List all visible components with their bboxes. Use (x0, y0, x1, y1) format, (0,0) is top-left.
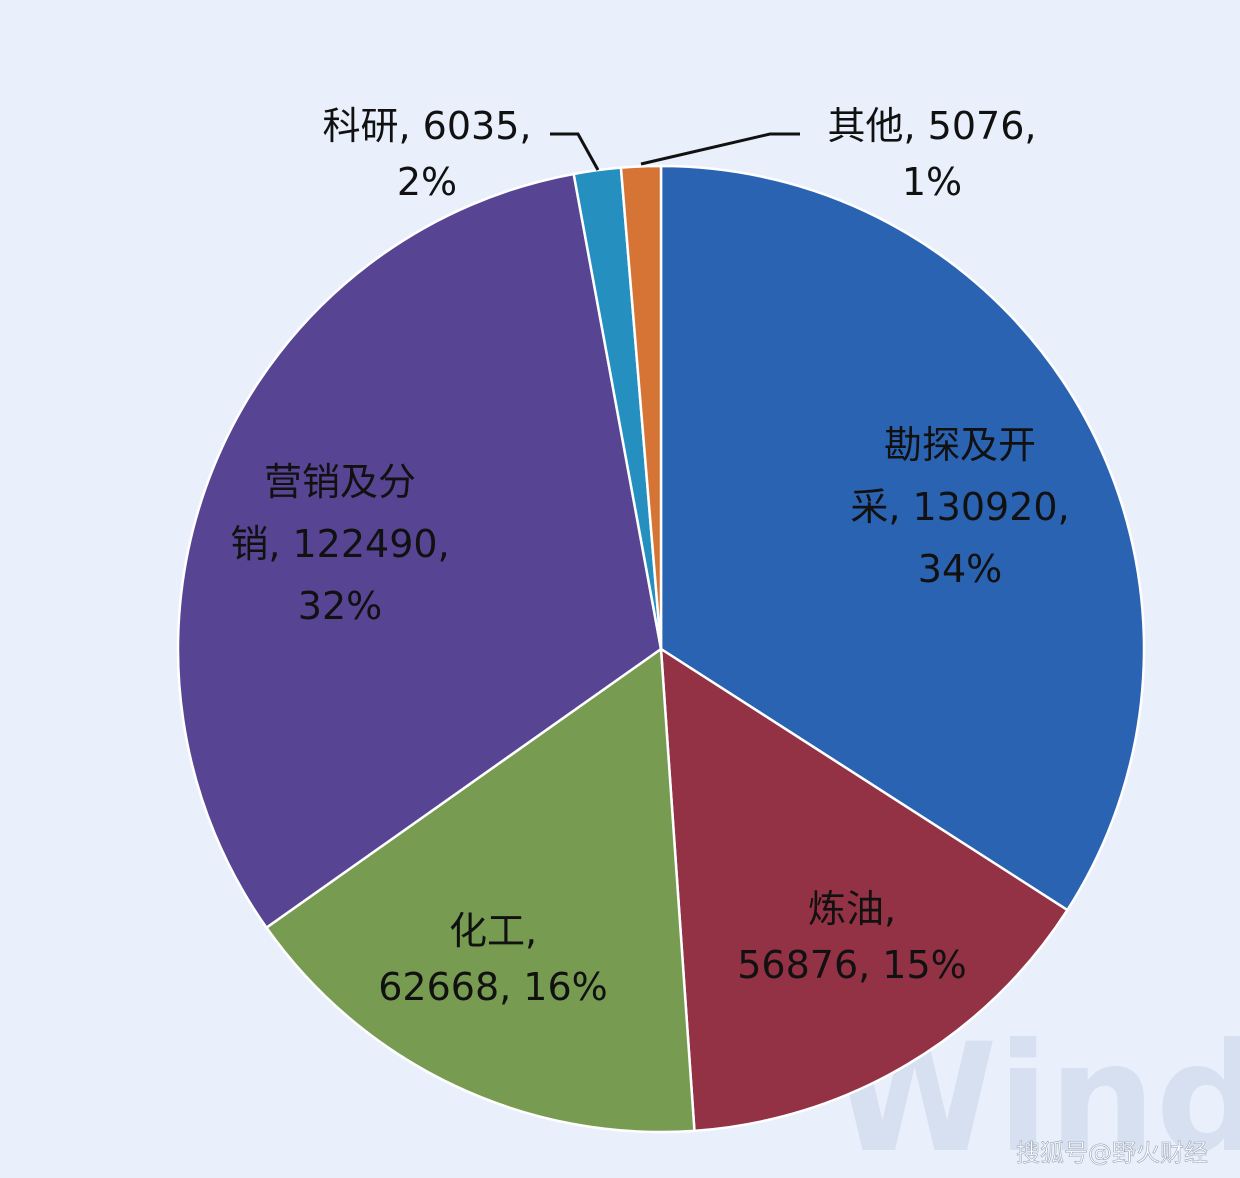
data-label-line: 采, 130920, (850, 485, 1069, 529)
data-label-line: 炼油, (808, 887, 896, 931)
source-credit: 搜狐号@野火财经 (1016, 1139, 1208, 1167)
data-label-line: 销, 122490, (230, 522, 449, 566)
pie-slices (176, 164, 1146, 1134)
pie-slice-chemicals (264, 646, 696, 1134)
data-label-line: 62668, 16% (378, 965, 608, 1009)
data-label-marketing: 营销及分销, 122490, 32% (230, 460, 449, 628)
data-label-exploration: 勘探及开采, 130920, 34% (850, 423, 1069, 591)
data-label-line: 1% (902, 160, 962, 204)
data-label-line: 营销及分 (264, 460, 416, 504)
data-label-line: 其他, 5076, (828, 104, 1037, 148)
pie-slice-exploration (659, 164, 1146, 912)
data-label-line: 2% (397, 160, 457, 204)
data-label-chemicals: 化工, 62668, 16% (378, 909, 608, 1009)
data-label-line: 勘探及开 (884, 423, 1036, 467)
data-label-line: 34% (918, 547, 1002, 591)
data-label-line: 科研, 6035, (323, 104, 532, 148)
data-label-line: 56876, 15% (737, 943, 967, 987)
pie-slice-other (619, 164, 663, 650)
pie-slice-marketing (176, 172, 663, 930)
leader-lines (550, 132, 800, 171)
data-labels: 勘探及开采, 130920, 34% 炼油, 56876, 15% 化工, 62668, … (230, 104, 1069, 1009)
data-label-line: 32% (298, 584, 382, 628)
data-label-refining: 炼油, 56876, 15% (737, 887, 967, 987)
data-label-line: 化工, (449, 909, 537, 953)
data-label-research: 科研, 6035, 2% (323, 104, 532, 204)
leader-line-keyan (550, 132, 600, 171)
pie-slice-refining (659, 646, 1070, 1133)
data-label-other: 其他, 5076, 1% (828, 104, 1037, 204)
leader-line-qita (640, 132, 800, 166)
